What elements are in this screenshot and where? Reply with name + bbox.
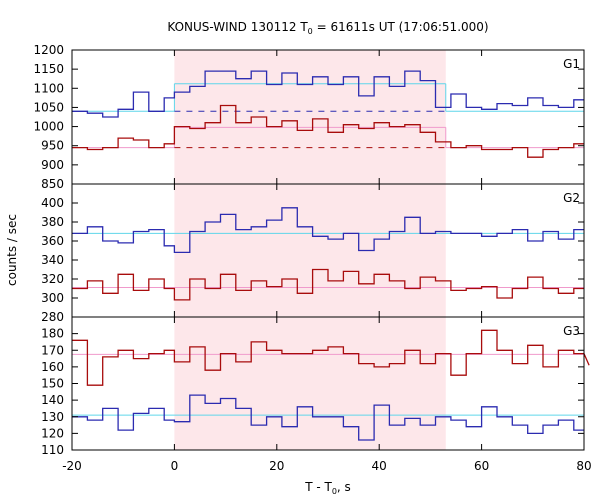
chart-title: KONUS-WIND 130112 T0 = 61611s UT (17:06:… bbox=[167, 20, 488, 36]
y-tick-label-G2: 400 bbox=[41, 196, 64, 210]
x-tick-label: 40 bbox=[372, 459, 387, 473]
series-line-G3-blue bbox=[72, 394, 584, 441]
y-tick-label-G3: 160 bbox=[41, 360, 64, 374]
y-tick-label-G1: 900 bbox=[41, 158, 64, 172]
series-line-G1-red bbox=[72, 104, 584, 158]
y-tick-label-G3: 150 bbox=[41, 377, 64, 391]
y-tick-label-G1: 1050 bbox=[33, 100, 64, 114]
panel-label-G2: G2 bbox=[563, 191, 580, 205]
data-layer bbox=[72, 70, 590, 441]
y-tick-label-G2: 320 bbox=[41, 272, 64, 286]
x-tick-label: 80 bbox=[576, 459, 591, 473]
y-tick-label-G3: 140 bbox=[41, 393, 64, 407]
y-axis-label: counts / sec bbox=[5, 214, 19, 286]
y-tick-label-G1: 1000 bbox=[33, 120, 64, 134]
y-tick-label-G3: 180 bbox=[41, 327, 64, 341]
y-tick-label-G2: 340 bbox=[41, 253, 64, 267]
y-tick-label-G2: 360 bbox=[41, 234, 64, 248]
x-tick-label: 60 bbox=[474, 459, 489, 473]
highlight-layer bbox=[174, 50, 446, 450]
series-line-G1-blue bbox=[72, 70, 584, 118]
label-layer: KONUS-WIND 130112 T0 = 61611s UT (17:06:… bbox=[5, 20, 592, 496]
panel-label-G1: G1 bbox=[563, 57, 580, 71]
highlight-interval bbox=[174, 50, 446, 450]
x-tick-label: 20 bbox=[269, 459, 284, 473]
y-tick-label-G3: 120 bbox=[41, 426, 64, 440]
y-tick-label-G1: 1100 bbox=[33, 81, 64, 95]
panel-label-G3: G3 bbox=[563, 324, 580, 338]
y-tick-label-G1: 850 bbox=[41, 177, 64, 191]
y-tick-label-G1: 950 bbox=[41, 139, 64, 153]
series-line-G3-red bbox=[72, 329, 590, 386]
x-axis-label: T - T0, s bbox=[304, 480, 351, 496]
y-tick-label-G1: 1150 bbox=[33, 62, 64, 76]
y-tick-label-G2: 380 bbox=[41, 215, 64, 229]
y-tick-label-G3: 110 bbox=[41, 443, 64, 457]
y-tick-label-G2: 280 bbox=[41, 310, 64, 324]
y-tick-label-G1: 1200 bbox=[33, 43, 64, 57]
series-line-G2-red bbox=[72, 268, 584, 301]
y-tick-label-G3: 170 bbox=[41, 343, 64, 357]
y-tick-label-G3: 130 bbox=[41, 410, 64, 424]
frame-layer bbox=[71, 49, 585, 451]
series-line-G2-blue bbox=[72, 207, 584, 254]
y-tick-label-G2: 300 bbox=[41, 291, 64, 305]
x-tick-label: 0 bbox=[171, 459, 179, 473]
x-tick-label: -20 bbox=[62, 459, 82, 473]
